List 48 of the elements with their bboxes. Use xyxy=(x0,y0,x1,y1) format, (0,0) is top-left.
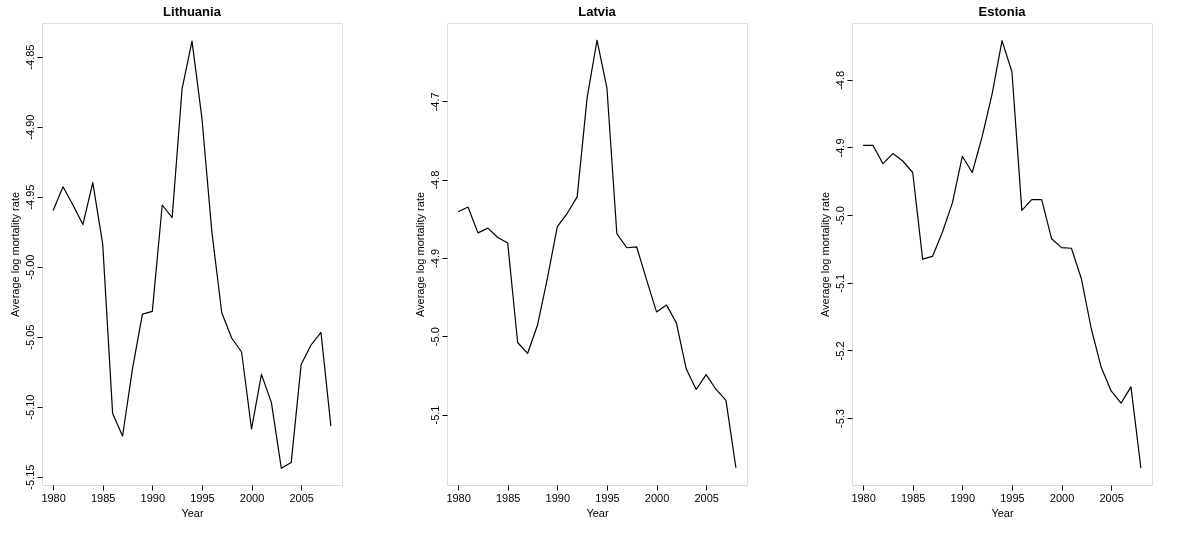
y-tick-label: -5.15 xyxy=(23,464,36,490)
x-tick-label: 2005 xyxy=(694,491,719,504)
y-tick-label: -5.10 xyxy=(23,394,36,420)
x-tick-label: 1990 xyxy=(140,491,166,504)
y-tick-label: -5.1 xyxy=(428,405,441,425)
x-axis-title: Year xyxy=(181,506,204,519)
x-tick-label: 1980 xyxy=(41,491,66,504)
x-tick-label: 1985 xyxy=(900,491,926,504)
y-tick-label: -5.1 xyxy=(833,273,846,293)
y-axis-title: Average log mortality rate xyxy=(413,191,426,318)
y-tick-label: -5.00 xyxy=(23,254,36,280)
x-tick-label: 1990 xyxy=(950,491,976,504)
x-tick-label: 2005 xyxy=(289,491,314,504)
x-tick-label: 1985 xyxy=(90,491,116,504)
x-tick-label: 1980 xyxy=(446,491,471,504)
y-tick-label: -4.8 xyxy=(428,170,441,190)
x-tick-label: 2005 xyxy=(1099,491,1124,504)
line-series xyxy=(862,39,1142,469)
x-axis-title: Year xyxy=(991,506,1014,519)
chart-title: Estonia xyxy=(978,4,1027,19)
y-tick-label: -4.8 xyxy=(833,70,846,90)
y-tick-label: -4.85 xyxy=(23,44,36,70)
y-tick-label: -4.9 xyxy=(428,248,441,268)
x-tick-label: 1980 xyxy=(851,491,876,504)
y-tick-label: -5.05 xyxy=(23,324,36,350)
x-tick-label: 2000 xyxy=(644,491,670,504)
chart-title: Lithuania xyxy=(163,4,222,19)
y-axis-title: Average log mortality rate xyxy=(818,191,831,318)
chart-title: Latvia xyxy=(578,4,617,19)
x-tick-label: 2000 xyxy=(239,491,265,504)
y-tick-label: -4.95 xyxy=(23,184,36,210)
y-tick-label: -5.3 xyxy=(833,409,846,429)
y-tick-label: -4.90 xyxy=(23,114,36,140)
x-tick-label: 1995 xyxy=(1000,491,1025,504)
y-tick-label: -5.2 xyxy=(833,341,846,361)
x-tick-label: 2000 xyxy=(1049,491,1075,504)
y-tick-label: -5.0 xyxy=(428,327,441,347)
x-tick-label: 1985 xyxy=(495,491,521,504)
x-axis-title: Year xyxy=(586,506,609,519)
x-tick-label: 1995 xyxy=(595,491,620,504)
y-tick-label: -5.0 xyxy=(833,206,846,226)
y-tick-label: -4.9 xyxy=(833,138,846,158)
x-tick-label: 1995 xyxy=(190,491,215,504)
x-tick-label: 1990 xyxy=(545,491,571,504)
y-tick-label: -4.7 xyxy=(428,92,441,112)
line-series xyxy=(52,40,332,469)
y-axis-title: Average log mortality rate xyxy=(8,191,21,318)
line-series xyxy=(457,39,737,469)
